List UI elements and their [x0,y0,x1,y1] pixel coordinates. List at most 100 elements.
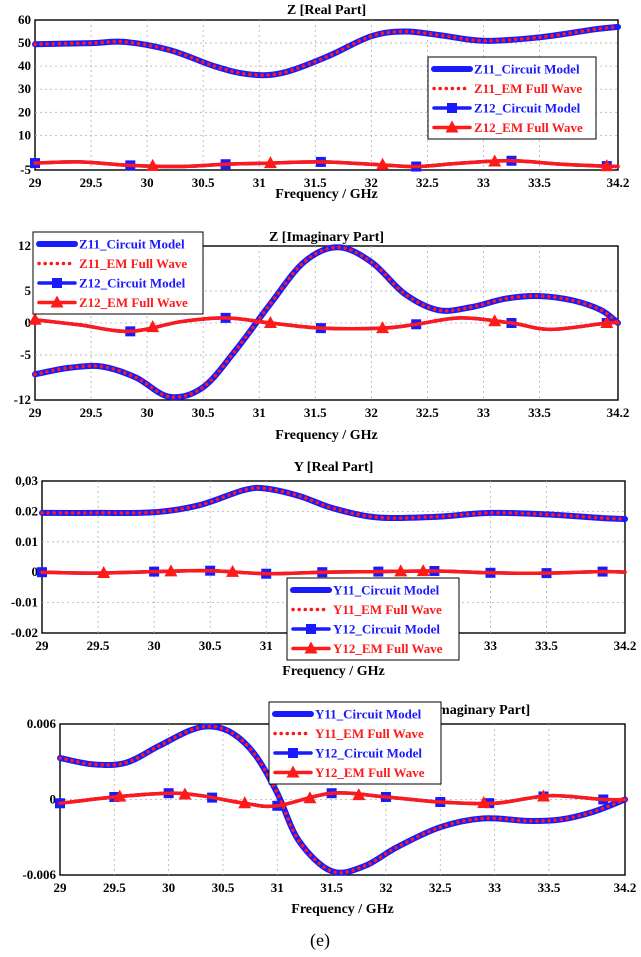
y-tick-label: 0.02 [15,503,38,518]
x-tick-label: 31 [271,880,284,895]
triangle-marker [394,564,408,577]
x-tick-label: 31 [260,638,273,653]
y-tick-label: 5 [25,283,32,298]
x-tick-label: 32 [379,880,392,895]
legend-entry-label: Z11_Circuit Model [474,62,580,77]
series-line [58,791,627,809]
triangle-marker [303,791,317,804]
legend-triangle-marker [50,295,64,308]
triangle-marker [537,789,551,802]
y-tick-label: 0.006 [27,716,57,731]
legend-square-marker [306,624,316,634]
triangle-marker [488,314,502,327]
legend-square-marker [288,748,298,758]
chart-title: Y [Real Part] [294,460,374,475]
legend-entry-label: Z12_Circuit Model [474,101,581,116]
x-axis-label: Frequency / GHz [291,902,393,917]
x-tick-label: 31 [253,175,266,190]
x-tick-label: 31.5 [304,175,327,190]
triangle-marker [28,312,42,325]
triangle-marker [477,796,491,809]
legend-entry-label: Z11_Circuit Model [79,237,185,252]
triangle-marker [146,320,160,333]
chart-title: Y [Imaginary Part] [415,703,530,718]
legend-square-marker [447,103,457,113]
x-tick-label: 30.5 [192,405,215,420]
x-axis-label: Frequency / GHz [275,187,377,202]
triangle-marker [164,564,178,577]
legend-entry-label: Y12_Circuit Model [315,746,422,761]
legend-entry-label: Z12_EM Full Wave [79,295,188,310]
triangle-marker [263,156,277,169]
y-tick-label: 12 [18,238,31,253]
x-tick-label: 34.2 [614,638,637,653]
y-tick-label: 0.01 [15,534,38,549]
y-tick-label: 60 [18,12,31,27]
chart-3: 29 29.5 30 30.5 31 33 33.5 34.2 0,03 0.02 0.01 0 -0.… [11,460,636,679]
legend-entry-label: Z11_EM Full Wave [474,81,582,96]
x-tick-label: 29 [29,175,43,190]
y-tick-label: 20 [18,104,31,119]
x-tick-label: 32.5 [416,405,439,420]
chart-4: 29 29.5 30 30.5 31 31.5 32 32.5 33 33.5 34.2 0.006 0… [22,701,637,917]
x-tick-label: 31.5 [304,405,327,420]
x-tick-label: 32.5 [429,880,452,895]
y-tick-label: -0.01 [11,595,38,610]
x-tick-label: 33.5 [535,638,558,653]
x-tick-label: 33 [488,880,502,895]
x-tick-label: 29.5 [103,880,126,895]
x-tick-label: 31.5 [320,880,343,895]
y-tick-label: -0.006 [22,867,56,882]
x-tick-label: 34.2 [614,880,637,895]
legend-entry-label: Y11_EM Full Wave [333,602,442,617]
x-tick-label: 32 [365,405,378,420]
chart-1: 29 29.5 30 30.5 31 31.5 32 32.5 33 33.5 34.2 60 50 40… [18,3,629,202]
triangle-marker [97,565,111,578]
triangle-marker [178,787,192,800]
legend-entry-label: Y11_Circuit Model [333,583,440,598]
chart-title: Z [Imaginary Part] [269,230,384,245]
legend-entry-label: Z12_Circuit Model [79,276,186,291]
x-axis-label: Frequency / GHz [282,664,384,679]
chart-title: Z [Real Part] [287,3,366,18]
triangle-marker [113,789,127,802]
x-tick-label: 34.2 [607,175,630,190]
x-tick-label: 32 [365,175,378,190]
x-tick-label: 29.5 [80,175,103,190]
x-tick-label: 30.5 [212,880,235,895]
legend-square-marker [52,278,62,288]
x-tick-label: 29 [36,638,50,653]
triangle-marker [600,316,614,328]
x-axis-label: Frequency / GHz [275,428,377,443]
triangle-marker [238,796,252,809]
x-tick-label: 33.5 [528,175,551,190]
series-line [58,724,627,875]
legend-entry-label: Y12_EM Full Wave [315,765,425,780]
legend-entry-label: Y11_Circuit Model [315,707,422,722]
y-tick-label: 0 [50,792,57,807]
legend-entry-label: Z12_EM Full Wave [474,120,583,135]
figure-caption: (e) [310,930,330,951]
triangle-marker [600,159,614,172]
triangle-marker [146,158,160,171]
x-tick-label: 30 [141,405,154,420]
triangle-marker [416,564,430,577]
series-line [33,245,620,399]
x-tick-label: 30.5 [192,175,215,190]
y-tick-label: 10 [18,127,31,142]
x-tick-label: 31 [253,405,266,420]
legend-triangle-marker [304,641,318,654]
chart-2: 29 29.5 30 30.5 31 31.5 32 32.5 33 33.5 34.2 12 5 0 -5… [14,230,630,443]
y-tick-label: 50 [18,35,31,50]
series-line [33,25,620,77]
triangle-marker [376,321,390,334]
x-tick-label: 33.5 [538,880,561,895]
x-tick-label: 33 [477,175,491,190]
triangle-marker [226,564,240,577]
legend-entry-label: Y12_Circuit Model [333,622,440,637]
legend-triangle-marker [286,765,300,778]
y-tick-label: 0,03 [15,473,38,488]
series-line [33,316,620,334]
y-tick-label: -12 [14,392,31,407]
x-tick-label: 29.5 [80,405,103,420]
